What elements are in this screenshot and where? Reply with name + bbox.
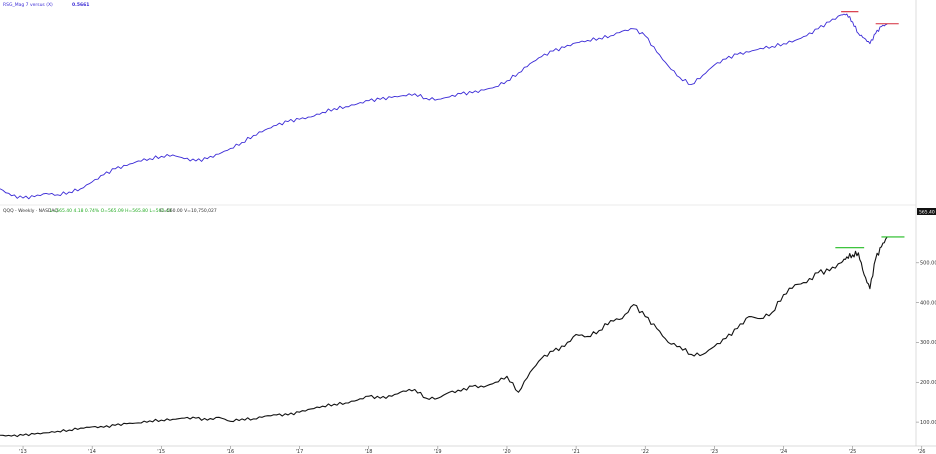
x-tick-label: '26: [918, 449, 926, 454]
y-tick-label: 100.00: [920, 420, 936, 426]
x-tick-label: '24: [779, 449, 787, 454]
y-tick-label: 200.00: [920, 380, 936, 386]
last-value-tag: [917, 208, 936, 215]
x-tick-label: '22: [641, 449, 649, 454]
top-panel-label: RSG_Mag 7 versus (X): [3, 2, 53, 8]
x-tick-label: '18: [365, 449, 373, 454]
y-tick-label: 300.00: [920, 340, 936, 346]
plot-layer: '13 '14 '15 '16 '17 '18 '19 '20 '21 '22 '23 '24 '25 '…: [0, 11, 936, 454]
x-tick-label: '13: [19, 449, 27, 454]
top-panel-value: 0.5661: [72, 2, 89, 8]
price-series-line: [0, 236, 888, 438]
bottom-panel-label: QQQ - Weekly · NASDAQ: [3, 208, 58, 214]
last-value-text: 565.40: [919, 210, 935, 216]
x-tick-label: '25: [849, 449, 857, 454]
y-tick-label: 400.00: [920, 300, 936, 306]
x-tick-label: '21: [572, 449, 580, 454]
x-tick-label: '19: [434, 449, 442, 454]
x-tick-label: '16: [226, 449, 234, 454]
x-tick-label: '23: [710, 449, 718, 454]
x-tick-label: '15: [157, 449, 165, 454]
y-tick-label: 500.00: [920, 261, 936, 267]
x-tick-label: '20: [503, 449, 511, 454]
bottom-panel-volume: C=560.00 V=10,750,027: [160, 208, 217, 214]
x-tick-label: '14: [88, 449, 96, 454]
x-tick-label: '17: [296, 449, 304, 454]
ratio-series-line: [0, 13, 888, 200]
bottom-panel-ohlc: L=565.40 4.18 0.74% O=565.09 H=565.80 L=…: [50, 208, 172, 214]
